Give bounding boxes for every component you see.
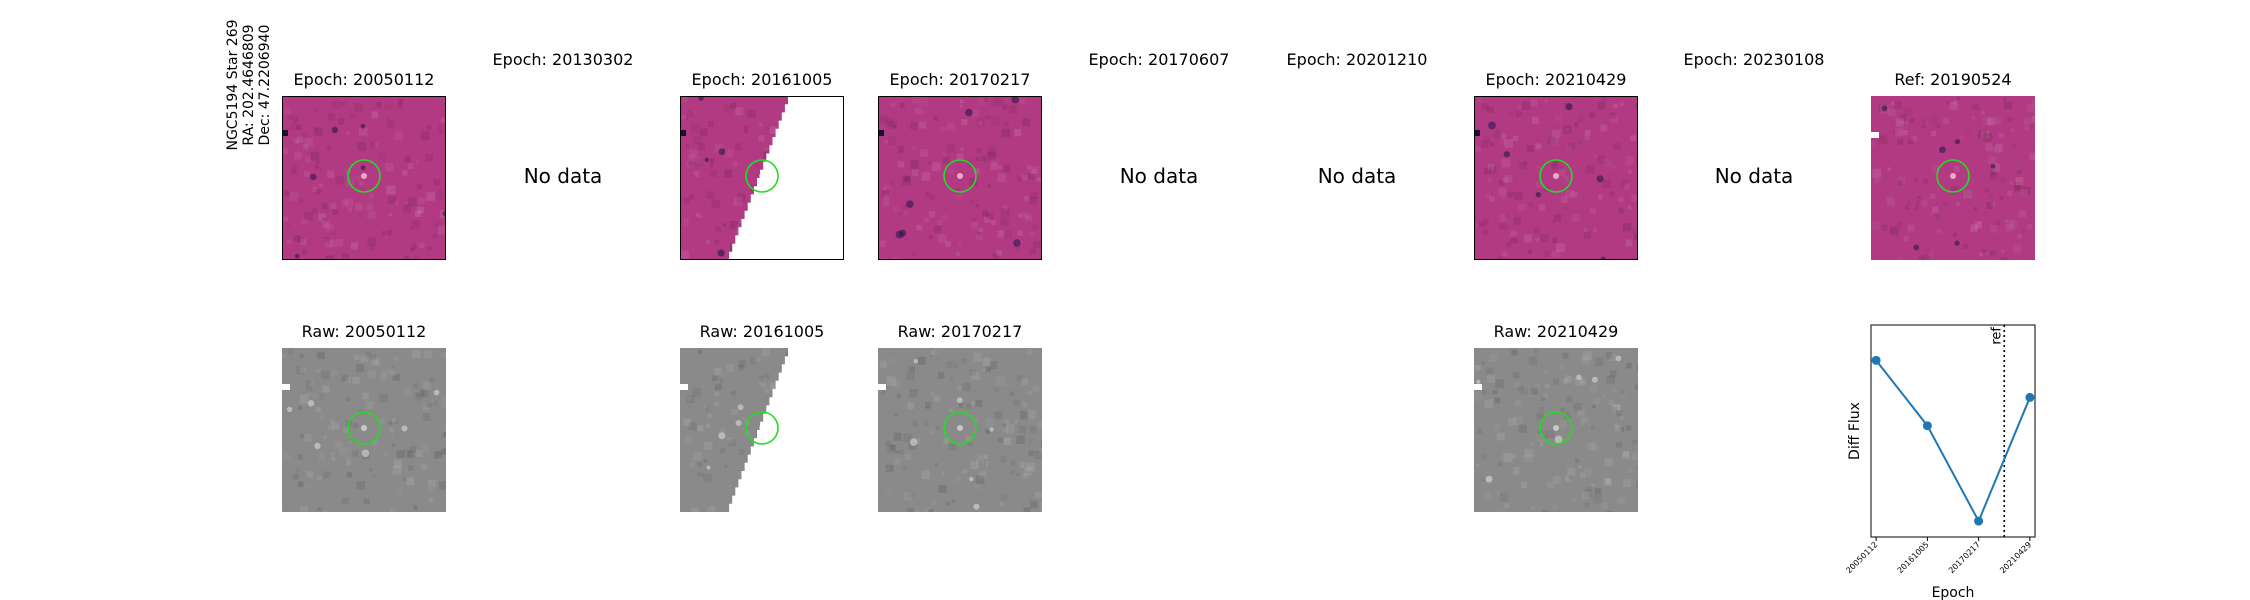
- x-tick-label: 20170217: [1947, 540, 1982, 575]
- series-line: [1875, 359, 2031, 524]
- plot-frame: [1870, 324, 2036, 538]
- star-name: NGC5194 Star 269: [225, 19, 241, 151]
- difference-image: [282, 96, 446, 260]
- no-data-label: No data: [523, 164, 603, 188]
- x-tick-label: 20210429: [1998, 540, 2033, 575]
- x-tick-label: 20161005: [1896, 540, 1931, 575]
- epoch-title: Epoch: 20130302: [492, 50, 634, 69]
- raw-title: Raw: 20050112: [301, 322, 427, 341]
- raw-title: Raw: 20210429: [1493, 322, 1619, 341]
- no-data-label: No data: [1317, 164, 1397, 188]
- epoch-title: Epoch: 20161005: [691, 70, 833, 89]
- no-data-label: No data: [1119, 164, 1199, 188]
- raw-image: [878, 348, 1042, 512]
- raw-image: [680, 348, 844, 512]
- raw-image: [1474, 348, 1638, 512]
- epoch-title: Epoch: 20230108: [1683, 50, 1825, 69]
- data-point: [2025, 392, 2035, 402]
- y-axis-label: Diff Flux: [1847, 402, 1863, 460]
- light-curve-chart: ref 20050112 20161005 20170217 20210429 Epoch…: [1844, 324, 2036, 600]
- x-tick-label: 20050112: [1844, 540, 1879, 575]
- epoch-title: Epoch: 20170217: [889, 70, 1031, 89]
- epoch-title: Epoch: 20050112: [293, 70, 435, 89]
- epoch-title: Ref: 20190524: [1894, 70, 2012, 89]
- difference-image: [878, 96, 1042, 260]
- ref-label: ref: [1989, 327, 2004, 345]
- data-point: [1871, 355, 1881, 365]
- difference-image: [680, 96, 844, 260]
- raw-title: Raw: 20161005: [699, 322, 825, 341]
- epoch-title: Epoch: 20210429: [1485, 70, 1627, 89]
- no-data-label: No data: [1714, 164, 1794, 188]
- difference-image: [1474, 96, 1638, 260]
- raw-title: Raw: 20170217: [897, 322, 1023, 341]
- epoch-title: Epoch: 20201210: [1286, 50, 1428, 69]
- data-point: [1974, 516, 1984, 526]
- epoch-title: Epoch: 20170607: [1088, 50, 1230, 69]
- data-point: [1922, 421, 1932, 431]
- reference-image: [1871, 96, 2035, 260]
- x-axis-label: Epoch: [1932, 585, 1975, 600]
- raw-image: [282, 348, 446, 512]
